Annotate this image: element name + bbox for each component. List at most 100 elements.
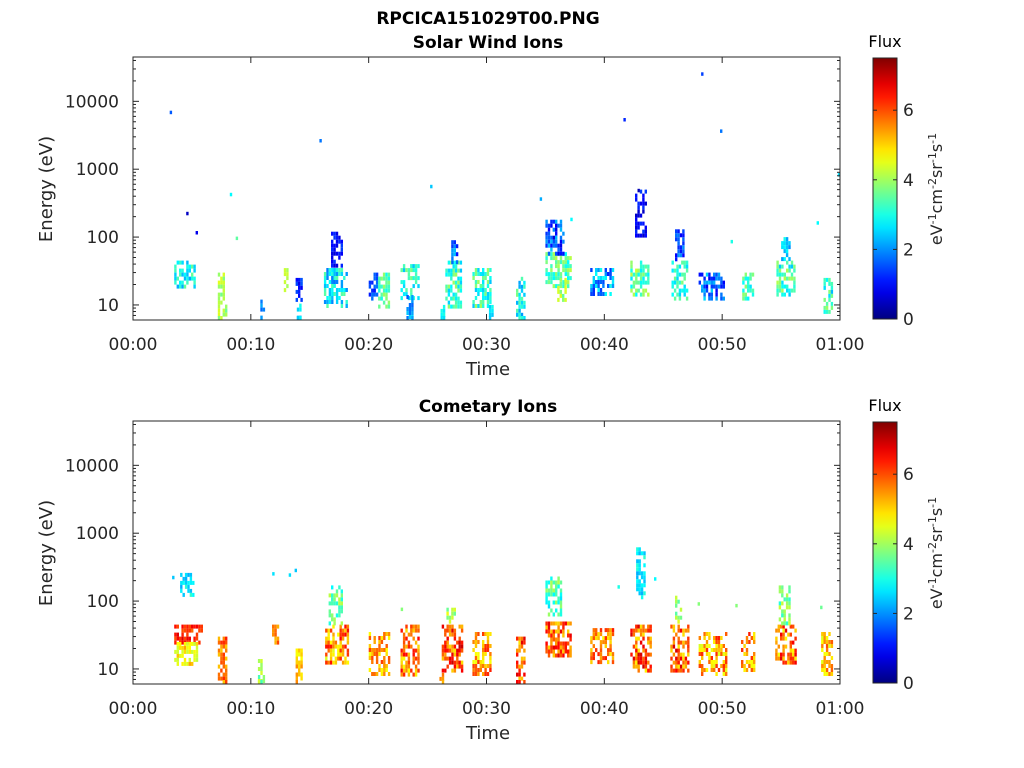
heatmap-cluster	[331, 231, 343, 268]
heatmap-point	[837, 173, 841, 177]
heatmap-cell	[489, 276, 492, 280]
heatmap-cell	[547, 251, 551, 256]
heatmap-cell	[823, 636, 826, 640]
heatmap-cell	[555, 592, 558, 597]
heatmap-cell	[383, 672, 386, 676]
heatmap-cell	[789, 644, 792, 649]
heatmap-cell	[335, 280, 339, 284]
heatmap-cell	[407, 276, 411, 281]
heatmap-cell	[545, 580, 548, 585]
heatmap-cell	[635, 624, 638, 629]
heatmap-cell	[557, 576, 560, 581]
heatmap-cell	[828, 672, 831, 676]
heatmap-cell	[182, 576, 185, 581]
heatmap-cell	[378, 668, 381, 672]
heatmap-cell	[186, 268, 189, 273]
heatmap-cell	[725, 632, 728, 636]
x-tick-label: 00:40	[580, 335, 629, 355]
heatmap-cell	[411, 303, 414, 307]
heatmap-cell	[337, 632, 340, 637]
heatmap-cell	[174, 640, 177, 645]
heatmap-cell	[523, 660, 526, 665]
heatmap-cell	[567, 621, 570, 626]
heatmap-cell	[188, 264, 191, 269]
heatmap-cell	[545, 268, 548, 273]
heatmap-cell	[545, 219, 548, 224]
heatmap-cell	[567, 260, 570, 265]
heatmap-cell	[417, 624, 420, 629]
heatmap-cell	[557, 223, 560, 228]
heatmap-cell	[489, 280, 492, 284]
heatmap-cell	[191, 272, 194, 277]
heatmap-cell	[677, 253, 680, 258]
heatmap-cell	[793, 288, 796, 293]
heatmap-cell	[444, 652, 447, 657]
heatmap-cell	[339, 644, 342, 649]
heatmap-cell	[555, 264, 558, 269]
heatmap-cell	[550, 223, 553, 228]
heatmap-cell	[335, 288, 339, 292]
heatmap-cluster	[778, 585, 791, 626]
heatmap-cell	[412, 264, 415, 269]
heatmap-cell	[647, 652, 650, 657]
heatmap-cell	[749, 284, 752, 289]
heatmap-cell	[451, 248, 454, 253]
heatmap-cell	[599, 276, 603, 280]
heatmap-cell	[830, 305, 834, 310]
heatmap-cell	[705, 644, 709, 648]
heatmap-cell	[331, 268, 334, 272]
heatmap-cell	[335, 239, 339, 244]
heatmap-cell	[335, 593, 339, 598]
heatmap-cluster	[590, 628, 615, 665]
heatmap-cell	[675, 648, 678, 653]
heatmap-cell	[516, 292, 519, 297]
heatmap-cell	[637, 205, 640, 210]
heatmap-cell	[414, 668, 418, 673]
heatmap-cell	[823, 668, 826, 672]
heatmap-cell	[717, 272, 721, 277]
heatmap-cell	[778, 264, 782, 269]
heatmap-cell	[555, 653, 558, 658]
heatmap-cell	[552, 653, 555, 658]
heatmap-cell	[453, 668, 457, 673]
heatmap-cell	[272, 624, 275, 629]
heatmap-cell	[220, 276, 223, 281]
heatmap-cell	[639, 189, 643, 194]
heatmap-cell	[547, 243, 551, 248]
heatmap-cell	[595, 628, 598, 633]
heatmap-cell	[181, 628, 184, 633]
heatmap-cell	[296, 307, 300, 312]
heatmap-cell	[595, 648, 598, 653]
heatmap-cell	[675, 632, 678, 637]
heatmap-cell	[484, 272, 487, 276]
heatmap-cell	[722, 296, 725, 301]
heatmap-cell	[343, 276, 346, 280]
heatmap-cell	[825, 660, 829, 664]
heatmap-cell	[518, 644, 521, 649]
heatmap-cell	[784, 660, 788, 665]
heatmap-cell	[286, 268, 289, 273]
heatmap-cell	[632, 272, 636, 277]
heatmap-cell	[193, 280, 196, 285]
heatmap-cell	[677, 628, 680, 633]
heatmap-cell	[776, 284, 779, 289]
heatmap-cell	[781, 241, 784, 246]
heatmap-cell	[552, 235, 555, 240]
heatmap-cell	[441, 672, 445, 677]
figure-title: RPCICA151029T00.PNG	[376, 9, 599, 29]
heatmap-cell	[642, 276, 645, 281]
heatmap-cell	[599, 280, 603, 284]
heatmap-cell	[298, 668, 301, 673]
heatmap-cell	[823, 640, 826, 644]
heatmap-cell	[417, 628, 420, 633]
heatmap-cell	[562, 629, 565, 634]
heatmap-cell	[677, 668, 680, 673]
heatmap-cell	[642, 201, 645, 206]
heatmap-cell	[417, 668, 420, 673]
heatmap-cell	[283, 280, 287, 285]
heatmap-cell	[338, 268, 341, 272]
heatmap-cell	[523, 292, 526, 297]
heatmap-cell	[331, 263, 334, 268]
heatmap-cell	[794, 656, 797, 661]
heatmap-cell	[179, 636, 182, 641]
